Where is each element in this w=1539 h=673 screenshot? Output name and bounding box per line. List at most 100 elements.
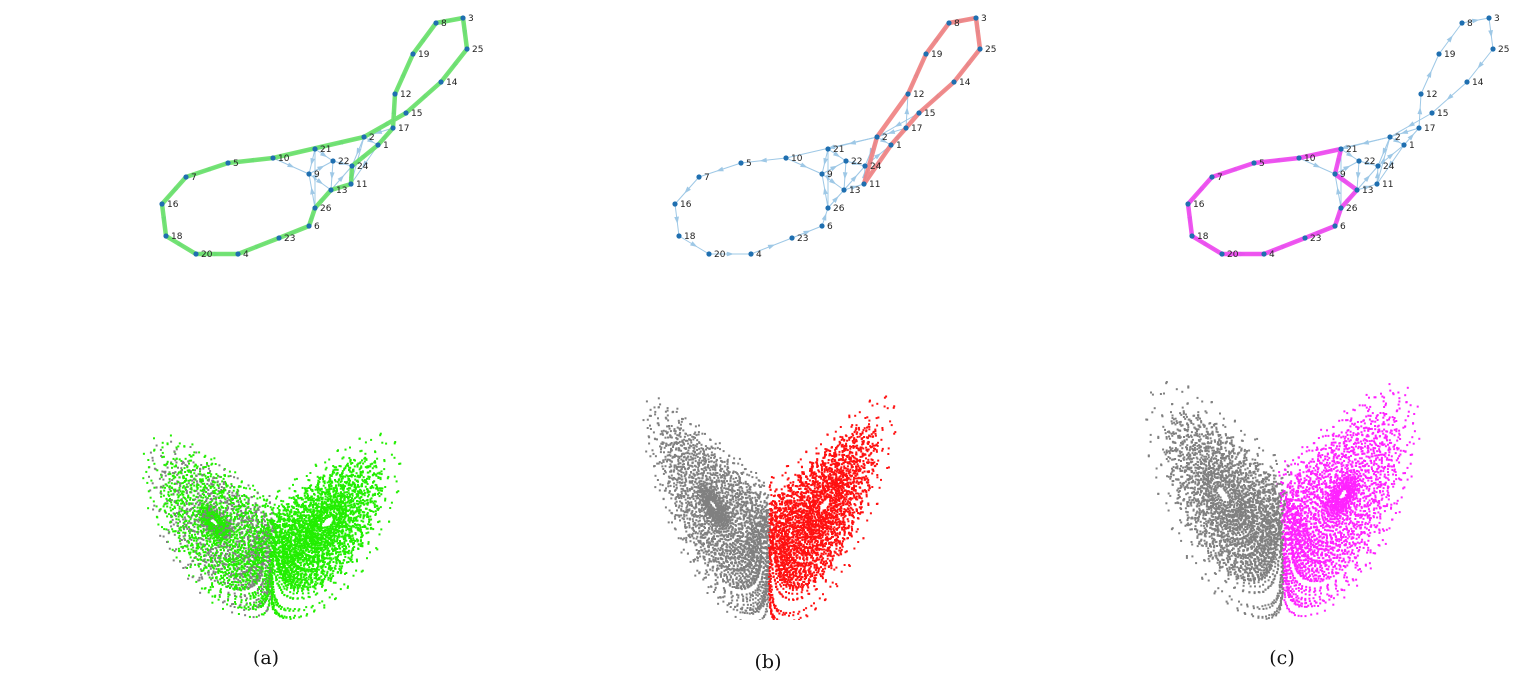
node-label: 9 xyxy=(827,170,833,180)
graph-node xyxy=(888,142,894,148)
graph-node xyxy=(225,160,231,166)
node-label: 10 xyxy=(278,154,290,164)
graph-node xyxy=(390,125,396,131)
graph-node xyxy=(951,79,957,85)
edge-arrow xyxy=(842,172,848,180)
graph-node xyxy=(1418,91,1424,97)
graph-node xyxy=(330,158,336,164)
panel-c: 1 2 3 4 5 6 7 8 9 10 11 12 13 14 15 16 17 18 19 20 21 22 23 24 2… xyxy=(1026,0,1539,673)
node-label: 12 xyxy=(1426,90,1437,100)
edge-arrow xyxy=(320,151,328,158)
edge-arrow xyxy=(821,213,827,221)
graph-node xyxy=(235,251,241,257)
edge-arrow xyxy=(823,187,828,195)
highlighted-cycle xyxy=(1185,146,1360,257)
graph-node xyxy=(392,91,398,97)
edge-arrow xyxy=(1417,107,1423,115)
edge-arrow xyxy=(904,107,910,115)
graph-node xyxy=(1429,110,1435,116)
graph-node xyxy=(841,187,847,193)
graph-node xyxy=(1209,174,1215,180)
node-label: 25 xyxy=(985,45,996,55)
highlighted-cycle xyxy=(159,15,470,257)
node-label: 4 xyxy=(756,250,762,260)
edge-arrow xyxy=(800,162,808,168)
edge-arrow xyxy=(830,165,838,172)
node-label: 14 xyxy=(959,78,971,88)
graph-node xyxy=(328,187,334,193)
lorenz-attractor-c xyxy=(1145,381,1421,620)
edge-arrow xyxy=(1363,185,1371,191)
edge-arrow xyxy=(726,251,734,257)
node-label: 6 xyxy=(827,222,833,232)
node-label: 16 xyxy=(680,200,692,210)
edge-arrow xyxy=(850,174,858,182)
edge-arrow xyxy=(367,137,375,143)
edge-arrow xyxy=(317,165,325,172)
edge-arrow xyxy=(851,160,860,165)
node-label: 7 xyxy=(1217,173,1223,183)
node-label: 10 xyxy=(791,154,803,164)
lorenz-attractor-a xyxy=(142,432,402,620)
edge-arrow xyxy=(874,152,882,160)
graph-node xyxy=(163,233,169,239)
edge-arrow xyxy=(832,196,839,203)
node-label: 1 xyxy=(383,141,389,151)
attractor-points xyxy=(642,395,897,620)
node-label: 16 xyxy=(167,200,179,210)
caption-c: (c) xyxy=(1269,647,1295,669)
node-label: 3 xyxy=(981,14,987,24)
graph-node xyxy=(312,146,318,152)
graph-node xyxy=(438,79,444,85)
caption-a: (a) xyxy=(252,647,280,669)
edge-arrow xyxy=(316,178,324,185)
graph-node xyxy=(861,181,867,187)
edge-arrow xyxy=(1343,165,1351,172)
node-label: 10 xyxy=(1304,154,1316,164)
graph-node xyxy=(1401,142,1407,148)
node-label: 2 xyxy=(882,133,888,143)
graph-node xyxy=(183,174,189,180)
node-label: 23 xyxy=(797,234,808,244)
node-label: 5 xyxy=(746,159,752,169)
highlighted-cycle xyxy=(861,15,983,187)
graph-node xyxy=(464,46,470,52)
graph-node xyxy=(1459,20,1465,26)
node-label: 24 xyxy=(870,162,882,172)
graph-node xyxy=(270,155,276,161)
node-label: 15 xyxy=(924,109,935,119)
node-label: 13 xyxy=(336,186,347,196)
attractor-points xyxy=(142,432,402,620)
node-label: 7 xyxy=(191,173,197,183)
edge-arrow xyxy=(1363,174,1371,182)
node-label: 25 xyxy=(1498,45,1509,55)
node-label: 18 xyxy=(684,232,696,242)
edge-arrow xyxy=(894,121,902,127)
graph-node xyxy=(843,158,849,164)
edge-arrow xyxy=(337,174,345,182)
node-label: 5 xyxy=(233,159,239,169)
edge-arrow xyxy=(374,129,383,134)
edge-arrow xyxy=(1380,156,1385,165)
graph-node xyxy=(903,125,909,131)
graph-node xyxy=(193,251,199,257)
edge-arrow xyxy=(803,230,811,236)
node-label: 1 xyxy=(896,141,902,151)
edge-arrow xyxy=(310,187,315,195)
node-label: 13 xyxy=(849,186,860,196)
graph-node xyxy=(1464,79,1470,85)
edge-arrow xyxy=(1346,151,1354,158)
node-label: 3 xyxy=(468,14,474,24)
graph-node xyxy=(874,134,880,140)
graph-node xyxy=(905,91,911,97)
edge-arrow xyxy=(880,137,888,143)
node-label: 24 xyxy=(357,162,369,172)
node-label: 15 xyxy=(411,109,422,119)
graph-node xyxy=(349,163,355,169)
graph-node xyxy=(1302,235,1308,241)
graph-node xyxy=(403,110,409,116)
graph-node xyxy=(375,142,381,148)
graph-node xyxy=(977,46,983,52)
node-label: 5 xyxy=(1259,159,1265,169)
node-label: 21 xyxy=(1346,145,1357,155)
